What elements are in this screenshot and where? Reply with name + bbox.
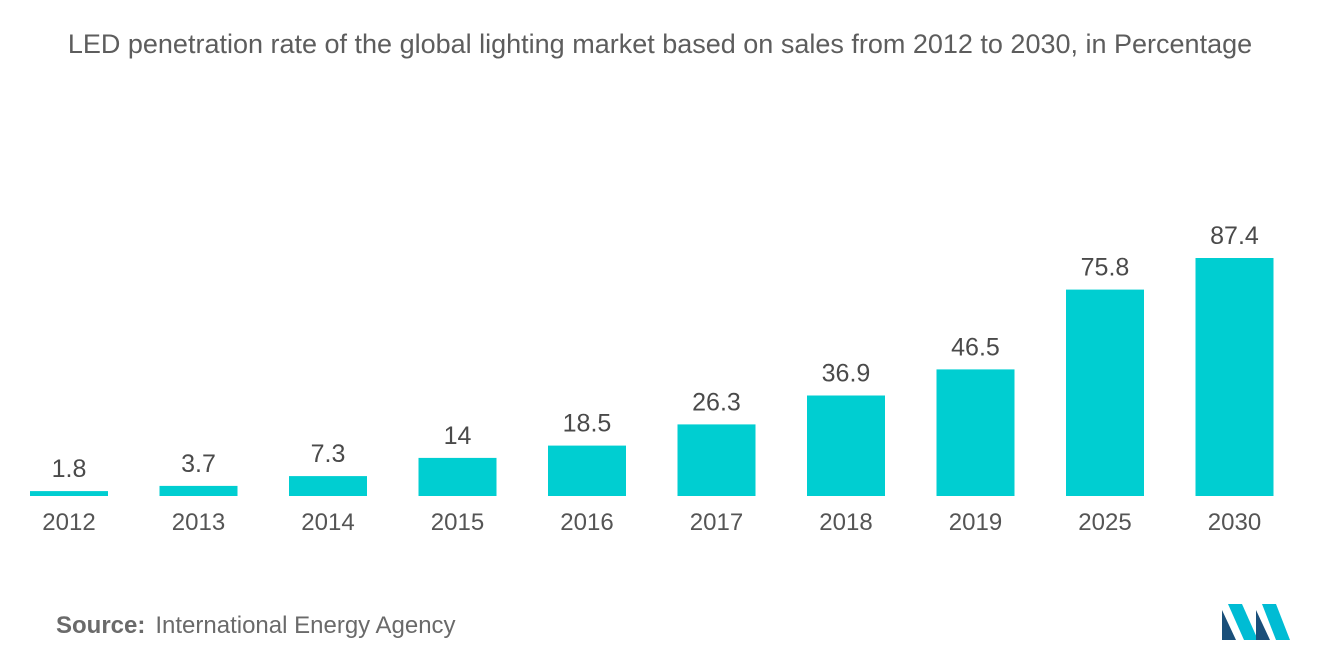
- bar-2025: [1066, 289, 1144, 496]
- source-key: Source:: [56, 612, 146, 639]
- data-label-2015: 14: [444, 422, 472, 450]
- x-tick-label-2014: 2014: [301, 509, 354, 536]
- bar-2015: [418, 457, 497, 496]
- x-tick-label-2025: 2025: [1078, 509, 1131, 536]
- data-label-2014: 7.3: [311, 440, 346, 468]
- data-label-2025: 75.8: [1081, 254, 1130, 282]
- bar-2030: [1195, 258, 1274, 496]
- data-label-2018: 36.9: [822, 360, 871, 388]
- chart-title: LED penetration rate of the global light…: [67, 29, 1253, 59]
- x-tick-label-2018: 2018: [819, 509, 872, 536]
- x-tick-label-2012: 2012: [42, 509, 95, 536]
- x-tick-label-2013: 2013: [172, 509, 225, 536]
- data-label-2017: 26.3: [692, 388, 741, 416]
- bar-chart: 1.8 2012 3.7 2013 7.3 2014 14 2015 18.5 2016 26.3 2…: [30, 222, 1274, 536]
- bar-2019: [936, 369, 1015, 496]
- x-tick-label-2015: 2015: [431, 509, 484, 536]
- x-tick-label-2017: 2017: [690, 509, 743, 536]
- x-tick-label-2030: 2030: [1208, 509, 1261, 536]
- data-label-2030: 87.4: [1210, 222, 1259, 250]
- data-label-2013: 3.7: [181, 450, 216, 478]
- bar-2012: [30, 491, 108, 496]
- mordor-intelligence-logo-icon: [1222, 604, 1290, 640]
- source-text: International Energy Agency: [155, 612, 456, 639]
- data-label-2019: 46.5: [951, 333, 1000, 361]
- x-tick-label-2019: 2019: [949, 509, 1002, 536]
- bar-2017: [677, 424, 756, 496]
- data-label-2016: 18.5: [563, 410, 612, 438]
- source-note: Source: International Energy Agency: [56, 612, 456, 640]
- bar-2013: [159, 485, 238, 496]
- bar-2014: [289, 476, 367, 496]
- bar-2018: [807, 395, 885, 496]
- data-label-2012: 1.8: [52, 455, 87, 483]
- x-tick-label-2016: 2016: [560, 509, 613, 536]
- bar-2016: [548, 445, 626, 496]
